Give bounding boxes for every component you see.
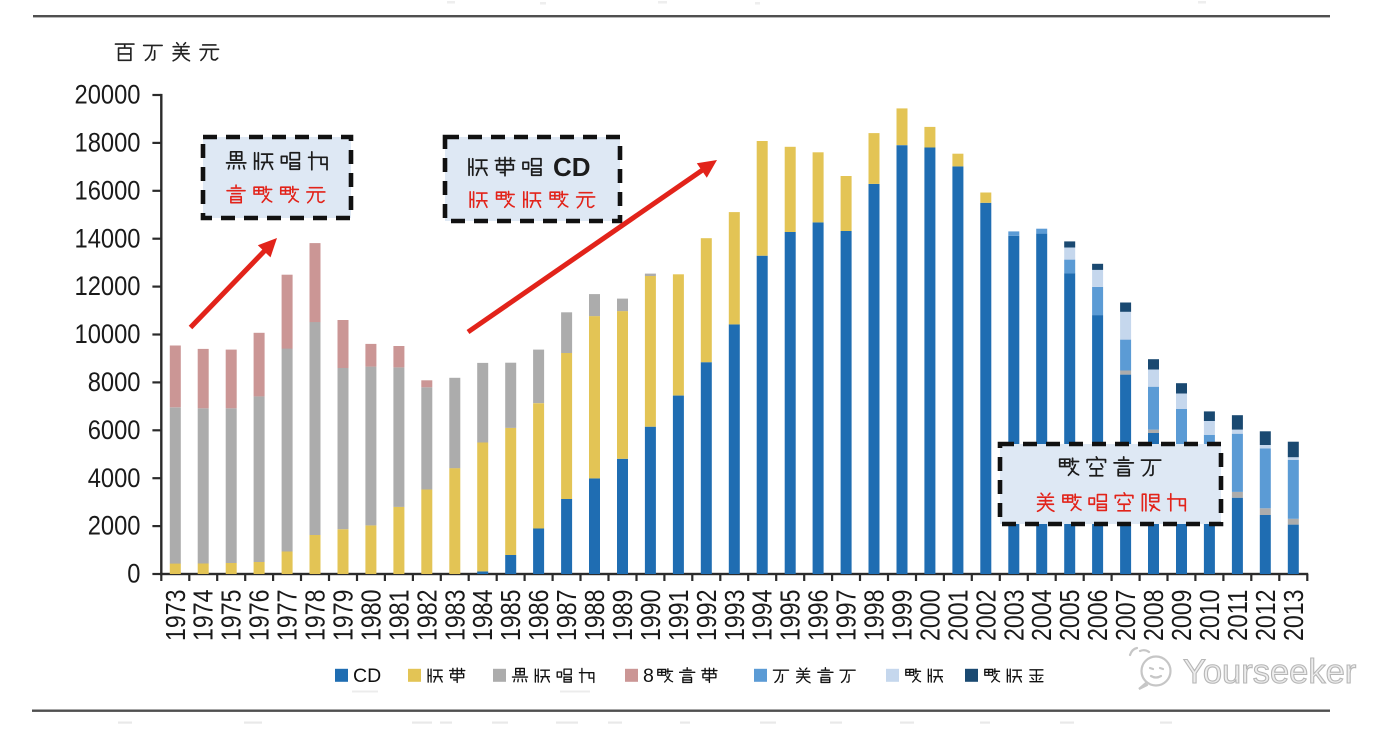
- svg-text:1977: 1977: [272, 590, 303, 642]
- svg-text:1990: 1990: [635, 590, 666, 642]
- svg-text:20000: 20000: [75, 80, 141, 110]
- svg-text:1994: 1994: [747, 590, 778, 642]
- svg-text:12000: 12000: [75, 271, 141, 301]
- svg-text:2003: 2003: [998, 590, 1029, 642]
- svg-text:1982: 1982: [411, 590, 442, 642]
- svg-text:CD: CD: [553, 152, 591, 182]
- svg-text:2011: 2011: [1222, 590, 1253, 642]
- svg-text:1973: 1973: [160, 590, 191, 642]
- svg-text:14000: 14000: [75, 223, 141, 253]
- svg-text:2006: 2006: [1082, 590, 1113, 642]
- svg-text:8: 8: [643, 665, 654, 687]
- svg-text:1980: 1980: [355, 590, 386, 642]
- svg-text:6000: 6000: [88, 415, 141, 445]
- svg-text:1974: 1974: [188, 590, 219, 642]
- svg-text:2002: 2002: [970, 590, 1001, 642]
- svg-text:16000: 16000: [75, 175, 141, 205]
- svg-text:1978: 1978: [300, 590, 331, 642]
- svg-text:8000: 8000: [88, 367, 141, 397]
- svg-text:1988: 1988: [579, 590, 610, 642]
- svg-text:1987: 1987: [551, 590, 582, 642]
- svg-text:1983: 1983: [439, 590, 470, 642]
- svg-text:1997: 1997: [831, 590, 862, 642]
- svg-text:1975: 1975: [216, 590, 247, 642]
- svg-text:2012: 2012: [1250, 590, 1281, 642]
- svg-text:1985: 1985: [495, 590, 526, 642]
- svg-text:2001: 2001: [942, 590, 973, 642]
- svg-text:1986: 1986: [523, 590, 554, 642]
- svg-text:2013: 2013: [1278, 590, 1309, 642]
- svg-text:1984: 1984: [467, 590, 498, 642]
- svg-text:1981: 1981: [383, 590, 414, 642]
- svg-text:1976: 1976: [244, 590, 275, 642]
- svg-text:1999: 1999: [887, 590, 918, 642]
- svg-text:1989: 1989: [607, 590, 638, 642]
- svg-text:2005: 2005: [1054, 590, 1085, 642]
- svg-text:2009: 2009: [1166, 590, 1197, 642]
- svg-text:CD: CD: [353, 665, 381, 687]
- svg-text:2010: 2010: [1194, 590, 1225, 642]
- svg-text:18000: 18000: [75, 128, 141, 158]
- svg-text:Yourseeker: Yourseeker: [1183, 653, 1356, 691]
- svg-text:2004: 2004: [1026, 590, 1057, 642]
- svg-text:1979: 1979: [328, 590, 359, 642]
- svg-text:1996: 1996: [803, 590, 834, 642]
- svg-text:1991: 1991: [663, 590, 694, 642]
- svg-text:4000: 4000: [88, 463, 141, 493]
- svg-text:0: 0: [127, 559, 140, 589]
- svg-text:2008: 2008: [1138, 590, 1169, 642]
- svg-text:1998: 1998: [859, 590, 890, 642]
- svg-text:1992: 1992: [691, 590, 722, 642]
- svg-text:2000: 2000: [88, 511, 141, 541]
- svg-text:1993: 1993: [719, 590, 750, 642]
- svg-text:2000: 2000: [914, 590, 945, 642]
- svg-text:1995: 1995: [775, 590, 806, 642]
- svg-text:10000: 10000: [75, 319, 141, 349]
- svg-text:2007: 2007: [1110, 590, 1141, 642]
